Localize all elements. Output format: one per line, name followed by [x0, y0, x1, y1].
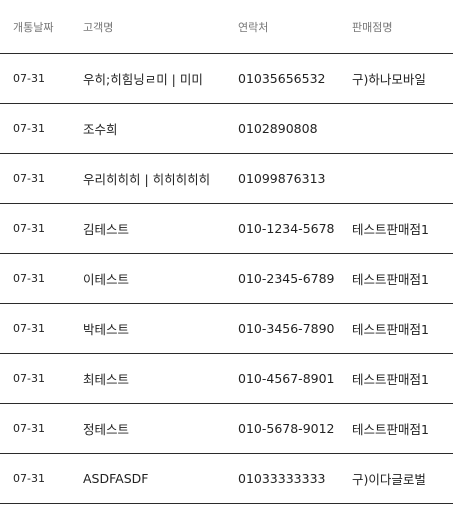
table-row[interactable]: 07-31 최테스트 010-4567-8901 테스트판매점1 [0, 354, 453, 404]
cell-phone: 010-4567-8901 [238, 371, 335, 386]
column-header-name[interactable]: 고객명 [83, 20, 114, 34]
cell-date: 07-31 [13, 122, 45, 135]
cell-date: 07-31 [13, 372, 45, 385]
table-row[interactable]: 07-31 조수희 0102890808 [0, 104, 453, 154]
cell-name: 이테스트 [83, 272, 130, 287]
table-row[interactable]: 07-31 ASDFASDF 01033333333 구)이다글로벌 [0, 454, 453, 504]
cell-shop: 구)하나모바일 [352, 72, 426, 87]
cell-shop: 테스트판매점1 [352, 272, 429, 287]
cell-date: 07-31 [13, 322, 45, 335]
column-header-date[interactable]: 개통날짜 [13, 20, 54, 34]
cell-name: 우히;히힘닝ㄹ미 | 미미 [83, 72, 203, 87]
table-row[interactable]: 07-31 정테스트 010-5678-9012 테스트판매점1 [0, 404, 453, 454]
cell-phone: 01033333333 [238, 471, 326, 486]
cell-shop: 테스트판매점1 [352, 372, 429, 387]
cell-phone: 01099876313 [238, 171, 326, 186]
cell-shop: 테스트판매점1 [352, 322, 429, 337]
cell-name: 우리히히히 | 히히히히히 [83, 172, 211, 187]
cell-date: 07-31 [13, 172, 45, 185]
cell-date: 07-31 [13, 422, 45, 435]
table-row[interactable]: 07-31 우히;히힘닝ㄹ미 | 미미 01035656532 구)하나모바일 [0, 54, 453, 104]
cell-name: ASDFASDF [83, 471, 149, 486]
cell-shop: 테스트판매점1 [352, 422, 429, 437]
table-row[interactable]: 07-31 우리히히히 | 히히히히히 01099876313 [0, 154, 453, 204]
table-row[interactable]: 07-31 이테스트 010-2345-6789 테스트판매점1 [0, 254, 453, 304]
cell-name: 최테스트 [83, 372, 130, 387]
cell-phone: 0102890808 [238, 121, 318, 136]
cell-date: 07-31 [13, 72, 45, 85]
cell-phone: 010-2345-6789 [238, 271, 335, 286]
column-header-phone[interactable]: 연락처 [238, 20, 269, 34]
cell-phone: 010-1234-5678 [238, 221, 335, 236]
cell-date: 07-31 [13, 272, 45, 285]
cell-name: 정테스트 [83, 422, 130, 437]
cell-phone: 01035656532 [238, 71, 326, 86]
table-row[interactable]: 07-31 김테스트 010-1234-5678 테스트판매점1 [0, 204, 453, 254]
cell-phone: 010-5678-9012 [238, 421, 335, 436]
cell-phone: 010-3456-7890 [238, 321, 335, 336]
cell-date: 07-31 [13, 472, 45, 485]
column-header-shop[interactable]: 판매점명 [352, 20, 393, 34]
customer-table: 개통날짜 고객명 연락처 판매점명 07-31 우히;히힘닝ㄹ미 | 미미 01… [0, 0, 453, 504]
table-header-row: 개통날짜 고객명 연락처 판매점명 [0, 0, 453, 54]
table-row[interactable]: 07-31 박테스트 010-3456-7890 테스트판매점1 [0, 304, 453, 354]
cell-shop [352, 104, 453, 153]
cell-date: 07-31 [13, 222, 45, 235]
cell-shop: 구)이다글로벌 [352, 472, 426, 487]
cell-name: 박테스트 [83, 322, 130, 337]
cell-shop [352, 154, 453, 203]
cell-name: 김테스트 [83, 222, 130, 237]
cell-shop: 테스트판매점1 [352, 222, 429, 237]
cell-name: 조수희 [83, 122, 118, 137]
